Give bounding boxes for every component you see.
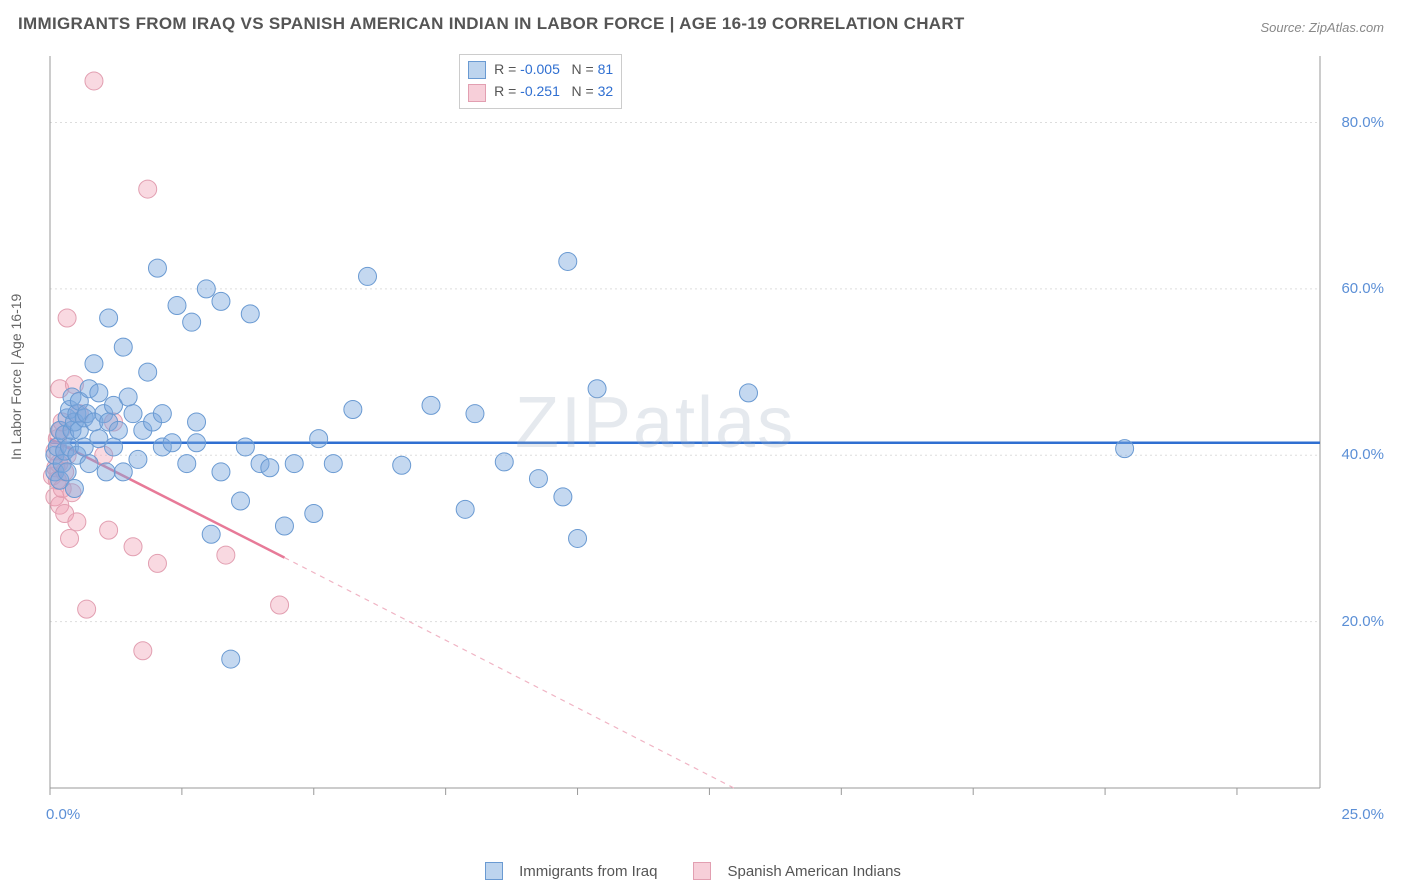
plot-area	[40, 48, 1380, 832]
x-tick-label: 0.0%	[46, 806, 80, 823]
legend-swatch	[468, 61, 486, 79]
legend-label: Immigrants from Iraq	[519, 863, 657, 880]
x-tick-label: 25.0%	[1341, 806, 1384, 823]
source-label: Source: ZipAtlas.com	[1260, 20, 1384, 35]
correlation-stats-box: R = -0.005 N = 81R = -0.251 N = 32	[459, 54, 622, 109]
y-tick-label: 80.0%	[1341, 114, 1384, 131]
bottom-legend: Immigrants from Iraq Spanish American Ind…	[0, 862, 1406, 880]
y-tick-label: 40.0%	[1341, 446, 1384, 463]
legend-label: Spanish American Indians	[727, 863, 900, 880]
legend-swatch	[693, 862, 711, 880]
chart-container: IMMIGRANTS FROM IRAQ VS SPANISH AMERICAN…	[0, 0, 1406, 892]
y-axis-label: In Labor Force | Age 16-19	[8, 294, 24, 460]
chart-title: IMMIGRANTS FROM IRAQ VS SPANISH AMERICAN…	[18, 14, 965, 34]
legend-swatch	[485, 862, 503, 880]
stat-row: R = -0.005 N = 81	[468, 59, 613, 81]
legend-swatch	[468, 84, 486, 102]
y-tick-label: 60.0%	[1341, 280, 1384, 297]
stat-row: R = -0.251 N = 32	[468, 81, 613, 103]
y-tick-label: 20.0%	[1341, 613, 1384, 630]
